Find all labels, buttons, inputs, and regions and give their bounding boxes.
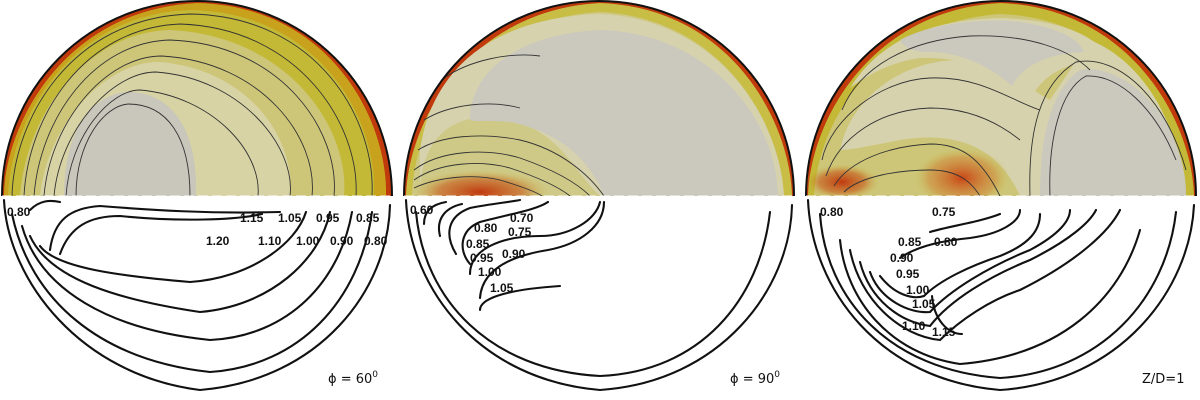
contour-label: 0.95 — [316, 211, 340, 225]
panel-phi-60: 0.80 1.15 1.05 0.95 0.85 1.20 1.10 1.00 … — [1, 0, 393, 392]
panel-zd-1: 0.80 0.75 0.85 0.80 0.90 0.95 1.00 1.05 … — [805, 0, 1197, 392]
contour-labels-zd-1: 0.80 0.75 0.85 0.80 0.90 0.95 1.00 1.05 … — [820, 205, 958, 339]
hot-spot — [410, 170, 550, 196]
contour-label: 0.80 — [474, 221, 498, 235]
isolines — [821, 35, 1187, 196]
contour-label: 0.75 — [932, 205, 956, 219]
color-band — [1040, 69, 1186, 196]
contour-label: 1.00 — [296, 234, 320, 248]
top-rim — [805, 0, 1197, 197]
contour-label: 0.95 — [896, 267, 920, 281]
hot-spot — [806, 164, 880, 196]
contour-label: 0.90 — [890, 251, 914, 265]
contour-labels-phi-60: 0.80 1.15 1.05 0.95 0.85 1.20 1.10 1.00 … — [7, 205, 388, 248]
isolines — [11, 13, 373, 196]
top-rim — [1, 0, 393, 197]
contour-label: 0.70 — [510, 211, 534, 225]
contour-label: 0.85 — [356, 211, 380, 225]
top-rim — [403, 0, 795, 197]
panel-phi-90: 0.60 0.80 0.70 0.75 0.85 0.90 0.95 1.00 … — [403, 0, 795, 392]
contour-label: 0.80 — [934, 235, 958, 249]
contour-label: 0.95 — [470, 251, 494, 265]
experimental-half-phi-90 — [404, 198, 794, 392]
panel-caption: ϕ = 900 — [730, 370, 780, 387]
experimental-half-zd-1 — [806, 198, 1196, 392]
contour-label: 1.15 — [932, 325, 956, 339]
contour-label: 1.20 — [206, 234, 230, 248]
contour-label: 0.80 — [820, 205, 844, 219]
contour-label: 1.00 — [478, 265, 502, 279]
contour-label: 1.05 — [278, 211, 302, 225]
color-band — [64, 92, 197, 196]
contour-label: 1.10 — [258, 234, 282, 248]
simulation-half-phi-60 — [2, 1, 392, 196]
contour-labels-phi-90: 0.60 0.80 0.70 0.75 0.85 0.90 0.95 1.00 … — [410, 203, 534, 295]
color-band — [470, 30, 778, 196]
panel-caption: ϕ = 600 — [328, 370, 378, 387]
contour-label: 0.90 — [330, 234, 354, 248]
color-band — [900, 20, 1084, 86]
contour-label: 1.10 — [902, 319, 926, 333]
panel-caption: Z/D=1 — [1142, 372, 1184, 387]
contour-label: 0.80 — [7, 205, 31, 219]
contour-label: 1.00 — [906, 283, 930, 297]
simulation-half-zd-1 — [806, 1, 1196, 196]
simulation-half-phi-90 — [404, 1, 794, 196]
contour-label: 0.60 — [410, 203, 434, 217]
contour-label: 1.15 — [240, 211, 264, 225]
contour-label: 1.05 — [490, 281, 514, 295]
contour-label: 0.80 — [364, 234, 388, 248]
contour-label: 0.85 — [466, 237, 490, 251]
contour-label: 1.05 — [912, 297, 936, 311]
isolines — [413, 54, 605, 196]
contour-label: 0.85 — [898, 235, 922, 249]
contour-label: 0.75 — [508, 225, 532, 239]
experimental-half-phi-60 — [2, 198, 392, 392]
contour-label: 0.90 — [502, 247, 526, 261]
